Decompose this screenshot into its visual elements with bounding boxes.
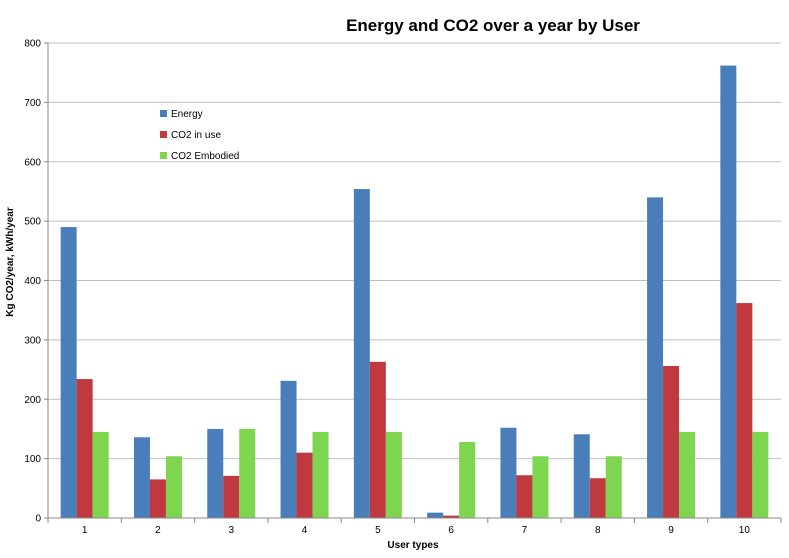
bar-co2-embodied-9 [679, 431, 696, 518]
bar-co2-in-use-4 [296, 452, 313, 518]
bar-energy-1 [60, 227, 77, 518]
bar-co2-embodied-3 [239, 428, 256, 518]
bars [60, 65, 769, 518]
x-tick-label: 10 [739, 525, 751, 536]
x-tick-label: 3 [228, 525, 234, 536]
bar-co2-in-use-3 [223, 475, 240, 518]
y-tick-label: 800 [24, 39, 41, 50]
bar-energy-5 [353, 189, 370, 518]
y-tick-label: 500 [24, 217, 41, 228]
legend-label: CO2 Embodied [171, 151, 239, 162]
bar-energy-2 [133, 437, 150, 518]
bar-energy-8 [573, 434, 590, 518]
bar-co2-embodied-4 [312, 431, 329, 518]
bar-co2-embodied-7 [532, 456, 549, 518]
x-tick-label: 2 [155, 525, 161, 536]
x-tick-label: 8 [595, 525, 601, 536]
bar-energy-4 [280, 380, 297, 518]
x-tick-label: 5 [375, 525, 381, 536]
bar-co2-in-use-9 [663, 366, 680, 518]
legend-label: Energy [171, 109, 203, 120]
bar-energy-10 [720, 65, 737, 518]
bar-co2-embodied-1 [92, 431, 109, 518]
y-tick-label: 200 [24, 395, 41, 406]
bar-co2-in-use-8 [589, 478, 606, 518]
bar-co2-in-use-7 [516, 475, 533, 518]
x-tick-label: 6 [448, 525, 454, 536]
y-tick-label: 600 [24, 157, 41, 168]
y-axis-label: Kg CO2/year, kWh/year [5, 207, 16, 317]
bar-co2-embodied-5 [385, 431, 402, 518]
bar-energy-7 [500, 427, 517, 518]
chart-title: Energy and CO2 over a year by User [346, 16, 640, 35]
x-axis-label: User types [387, 540, 439, 551]
legend: Energy CO2 in use CO2 Embodied [160, 109, 239, 162]
bar-co2-in-use-10 [736, 303, 753, 518]
x-tick-label: 9 [668, 525, 674, 536]
y-tick-label: 700 [24, 98, 41, 109]
bar-co2-in-use-5 [369, 361, 386, 518]
y-tick-label: 400 [24, 276, 41, 287]
x-tick-label: 7 [522, 525, 528, 536]
legend-label: CO2 in use [171, 130, 221, 141]
y-tick-label: 0 [35, 514, 41, 525]
bar-co2-embodied-8 [605, 456, 622, 518]
bar-co2-in-use-6 [443, 515, 460, 518]
bar-energy-3 [207, 428, 224, 518]
bar-energy-9 [647, 197, 664, 518]
x-tick-label: 1 [82, 525, 88, 536]
y-tick-label: 100 [24, 454, 41, 465]
bar-energy-6 [427, 512, 444, 518]
bar-co2-embodied-2 [165, 456, 182, 518]
bar-co2-in-use-1 [76, 379, 93, 518]
legend-swatch-energy [160, 110, 167, 117]
bar-co2-in-use-2 [149, 479, 166, 518]
bar-co2-embodied-6 [459, 442, 476, 518]
bar-co2-embodied-10 [752, 431, 769, 518]
tick-labels: 0 100 200 300 400 500 600 700 800 1 2 3 4 5 6 7 8 9 10 [24, 39, 750, 537]
axes [44, 42, 782, 523]
y-tick-label: 300 [24, 335, 41, 346]
legend-swatch-co2-in-use [160, 131, 167, 138]
x-tick-label: 4 [302, 525, 308, 536]
legend-swatch-co2-embodied [160, 152, 167, 159]
